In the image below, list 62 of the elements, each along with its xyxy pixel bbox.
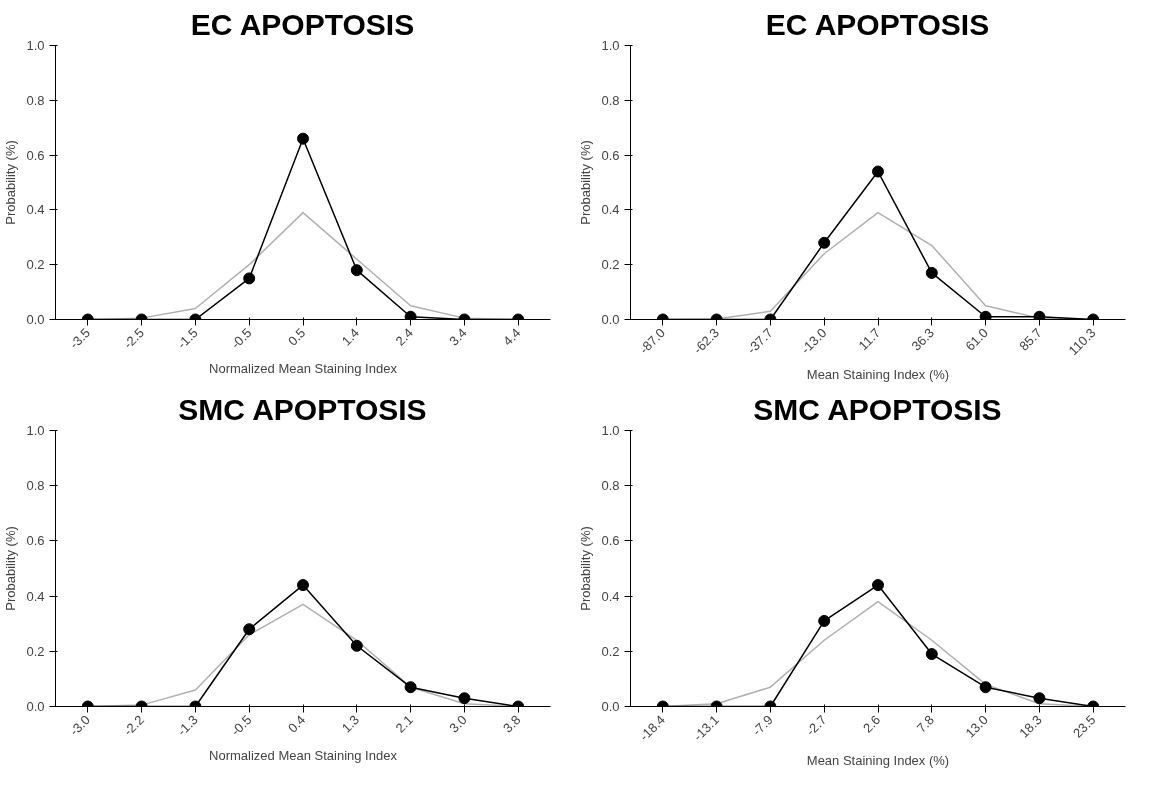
chart-title: EC APOPTOSIS: [765, 7, 990, 41]
x-tick-label: 3.4: [446, 325, 470, 349]
x-tick-label: 2.1: [392, 712, 416, 736]
x-tick-label: 61.0: [962, 325, 991, 354]
x-tick-label: 4.4: [500, 325, 524, 349]
y-tick-label: 0.2: [26, 643, 45, 659]
y-tick-label: 0.8: [26, 92, 45, 108]
x-tick-label: 85.7: [1016, 325, 1045, 354]
x-tick-label: -2.2: [120, 712, 147, 739]
x-tick-label: -1.3: [174, 712, 201, 739]
y-axis-title: Probability (%): [3, 526, 19, 611]
x-tick-label: 1.3: [338, 712, 363, 736]
x-tick-label: 0.4: [284, 712, 309, 736]
x-tick-label: -1.5: [174, 325, 201, 352]
y-tick-label: 0.8: [601, 92, 620, 108]
y-axis-title: Probability (%): [578, 526, 594, 611]
x-tick-label: 3.0: [446, 712, 470, 736]
x-tick-label: -0.5: [228, 325, 255, 352]
y-tick-label: 0.0: [601, 312, 620, 327]
y-tick-label: 0.0: [26, 312, 45, 327]
x-axis-title: Mean Staining Index (%): [806, 752, 950, 768]
x-tick-label: -0.5: [228, 712, 255, 739]
x-tick-label: 2.4: [392, 325, 416, 349]
y-tick-label: 0.2: [601, 643, 620, 659]
x-tick-label: -7.9: [749, 712, 776, 739]
y-tick-label: 0.6: [601, 533, 620, 549]
x-axis-title: Normalized Mean Staining Index: [209, 360, 398, 376]
y-tick-label: 0.0: [26, 699, 45, 714]
x-tick-label: 3.8: [500, 712, 524, 736]
y-tick-label: 0.4: [601, 588, 620, 604]
y-axis-title: Probability (%): [3, 140, 19, 225]
y-tick-label: 0.4: [26, 588, 45, 604]
x-tick-label: 11.7: [855, 325, 884, 354]
y-tick-label: 0.8: [601, 478, 620, 494]
y-tick-label: 0.6: [26, 533, 45, 549]
x-tick-label: -3.5: [66, 325, 94, 352]
x-tick-label: 2.6: [859, 712, 884, 736]
chart-title: SMC APOPTOSIS: [178, 392, 427, 426]
y-tick-label: 1.0: [601, 38, 620, 53]
x-tick-label: 7.8: [913, 712, 938, 736]
y-tick-label: 0.0: [601, 699, 620, 714]
y-tick-label: 1.0: [26, 38, 45, 53]
y-tick-label: 0.4: [601, 202, 620, 218]
y-tick-label: 0.6: [601, 147, 620, 163]
y-tick-label: 0.8: [26, 478, 45, 494]
x-axis-title: Normalized Mean Staining Index: [209, 747, 398, 763]
chart-title: SMC APOPTOSIS: [753, 392, 1002, 426]
x-tick-label: -2.5: [120, 325, 147, 352]
x-tick-label: -2.7: [803, 712, 830, 739]
y-tick-label: 0.4: [26, 202, 45, 218]
x-axis-title: Mean Staining Index (%): [806, 367, 950, 383]
x-tick-label: 13.0: [962, 712, 991, 741]
x-tick-label: -3.0: [66, 712, 94, 739]
y-axis-title: Probability (%): [578, 140, 594, 225]
y-tick-label: 0.6: [26, 147, 45, 163]
y-tick-label: 1.0: [601, 423, 620, 438]
y-tick-label: 0.2: [601, 257, 620, 273]
y-tick-label: 1.0: [26, 423, 45, 438]
x-tick-label: 0.5: [284, 325, 309, 349]
y-tick-label: 0.2: [26, 257, 45, 273]
chart-title: EC APOPTOSIS: [190, 7, 415, 41]
x-tick-label: 1.4: [338, 325, 363, 349]
